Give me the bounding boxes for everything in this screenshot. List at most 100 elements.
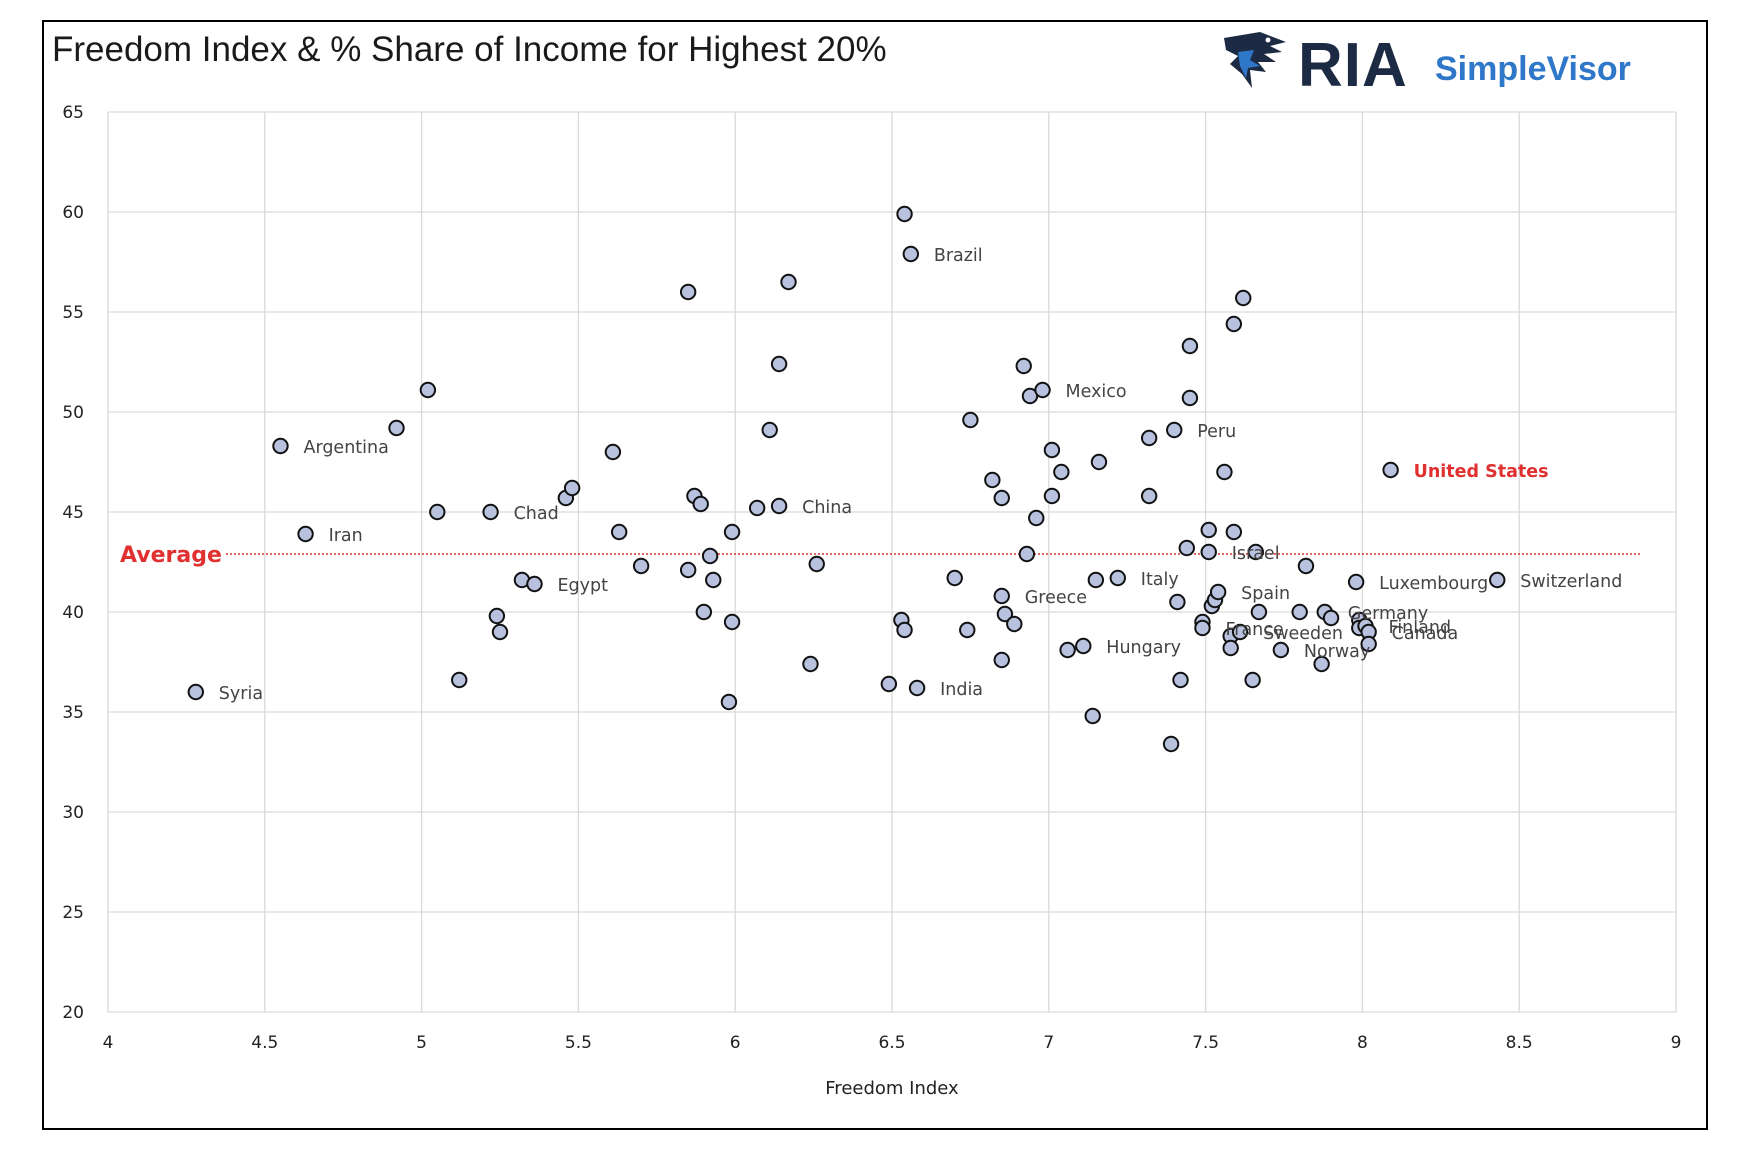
data-point (1059, 641, 1076, 659)
y-tick-label: 30 (62, 803, 84, 823)
data-point (996, 605, 1014, 623)
data-point (1178, 539, 1195, 557)
data-point (272, 437, 289, 455)
data-label: Spain (1241, 584, 1290, 604)
y-tick-label: 45 (62, 503, 84, 523)
data-label: United States (1414, 462, 1549, 482)
y-tick-labels: 20 25 30 35 40 45 50 55 60 65 (62, 103, 84, 1023)
data-label: Israel (1232, 544, 1280, 564)
data-point (1360, 635, 1377, 653)
gridlines (107, 111, 1677, 1013)
data-point (692, 495, 709, 513)
data-label: Germany (1348, 604, 1428, 624)
data-label: Canada (1392, 624, 1459, 644)
data-point (705, 571, 722, 589)
x-tick-label: 8.5 (1506, 1033, 1533, 1053)
data-label: Syria (219, 684, 263, 704)
data-point (993, 489, 1010, 507)
data-point (959, 621, 976, 639)
data-point (723, 613, 741, 631)
x-tick-label: 5.5 (565, 1033, 592, 1053)
y-tick-label: 55 (62, 303, 84, 323)
average-label: Average (120, 543, 222, 568)
data-point (1028, 509, 1045, 527)
data-point (962, 411, 979, 429)
data-point (1209, 583, 1227, 601)
data-point (984, 471, 1001, 489)
data-point (526, 575, 543, 593)
data-label: Iran (329, 526, 363, 546)
data-point (896, 621, 913, 639)
data-label: Norway (1304, 642, 1370, 662)
x-tick-label: 6.5 (878, 1033, 905, 1053)
y-tick-label: 25 (62, 903, 84, 923)
data-point (802, 655, 819, 673)
x-axis-title: Freedom Index (825, 1078, 959, 1099)
data-point (1200, 543, 1217, 561)
average-line-group: Average (120, 543, 1640, 568)
data-point (1322, 609, 1340, 627)
data-point (1172, 671, 1189, 689)
data-point (896, 205, 913, 223)
data-point (1140, 487, 1158, 505)
data-point (908, 679, 926, 697)
data-point (1225, 315, 1243, 333)
data-point (1090, 453, 1108, 471)
data-point (1181, 389, 1199, 407)
brand-ria: RIA (1298, 31, 1408, 100)
data-point (993, 651, 1010, 669)
data-point (993, 587, 1010, 605)
data-point (1018, 545, 1036, 563)
data-point (1489, 571, 1506, 589)
data-label: Hungary (1106, 638, 1181, 658)
y-tick-label: 40 (62, 603, 84, 623)
data-label: Luxembourg (1379, 574, 1488, 594)
data-point (1272, 641, 1290, 659)
data-point (1034, 381, 1051, 399)
data-point (1250, 603, 1268, 621)
data-label: China (802, 498, 852, 518)
data-point (563, 479, 581, 497)
data-point (695, 603, 713, 621)
point-labels: Syria Argentina Iran Chad Egypt China Brazil In… (219, 246, 1623, 704)
data-point (1087, 571, 1105, 589)
data-point (723, 523, 741, 541)
data-point (482, 503, 499, 521)
data-point (1169, 593, 1186, 611)
data-point (946, 569, 963, 587)
x-tick-label: 7 (1043, 1033, 1054, 1053)
data-point (1231, 623, 1249, 641)
data-point (1109, 569, 1126, 587)
data-point (770, 497, 788, 515)
y-tick-label: 20 (62, 1003, 84, 1023)
data-point (1140, 429, 1158, 447)
data-label: Greece (1025, 588, 1087, 608)
data-label: Sweeden (1263, 624, 1343, 644)
data-label: Peru (1197, 422, 1236, 442)
data-label: Egypt (557, 576, 608, 596)
data-point (1216, 463, 1233, 481)
data-point (604, 443, 622, 461)
data-point (902, 245, 920, 263)
data-point (1244, 671, 1261, 689)
data-point (1043, 487, 1061, 505)
data-point (748, 499, 766, 517)
data-point (491, 623, 509, 641)
x-tick-label: 4 (103, 1033, 114, 1053)
data-points (187, 205, 1506, 753)
data-point (1015, 357, 1032, 375)
data-point (1247, 543, 1264, 561)
data-point (701, 547, 719, 565)
data-point (679, 283, 697, 301)
data-point (880, 675, 898, 693)
data-point (679, 561, 697, 579)
brand-logo: RIA SimpleVisor (1220, 24, 1640, 100)
data-point (1181, 337, 1199, 355)
data-point (1053, 463, 1070, 481)
data-point (761, 421, 778, 439)
data-point (1075, 637, 1092, 655)
data-point (1347, 573, 1365, 591)
data-label: Chad (514, 504, 559, 524)
x-tick-label: 8 (1357, 1033, 1368, 1053)
